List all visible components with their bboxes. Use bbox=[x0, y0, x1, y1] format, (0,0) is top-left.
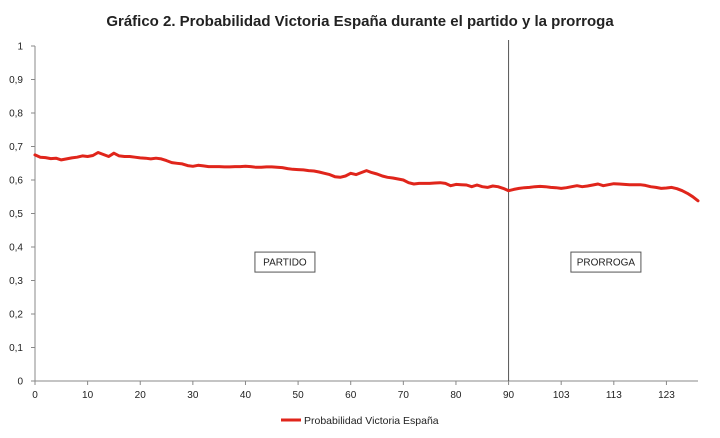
series-group bbox=[33, 151, 700, 203]
x-tick-label: 80 bbox=[450, 390, 462, 401]
x-tick-label: 123 bbox=[658, 390, 675, 401]
y-tick-label: 0,4 bbox=[9, 243, 23, 254]
x-tick-label: 103 bbox=[553, 390, 570, 401]
x-tick-label: 30 bbox=[187, 390, 199, 401]
x-tick-label: 60 bbox=[345, 390, 357, 401]
chart-title: Gráfico 2. Probabilidad Victoria España … bbox=[106, 13, 614, 30]
annotations: PARTIDO PRORROGA bbox=[254, 251, 642, 273]
x-tick-label: 40 bbox=[240, 390, 252, 401]
y-tick-label: 0 bbox=[17, 377, 23, 388]
y-axis: 0 0,1 0,2 0,3 0,4 0,5 0,6 0,7 0,8 0,9 1 bbox=[9, 42, 36, 388]
y-tick-label: 0,5 bbox=[9, 209, 23, 220]
series-line-0 bbox=[33, 151, 700, 203]
x-tick-label: 113 bbox=[606, 390, 622, 401]
annotation-partido-box bbox=[254, 251, 316, 273]
x-tick-label: 70 bbox=[398, 390, 410, 401]
y-tick-label: 0,3 bbox=[9, 276, 23, 287]
y-tick-label: 0,6 bbox=[9, 176, 23, 187]
legend: Probabilidad Victoria España bbox=[281, 415, 439, 427]
x-axis: 0 10 20 30 40 50 60 70 80 90 103 113 123 bbox=[32, 380, 698, 401]
y-tick-label: 0,2 bbox=[9, 310, 23, 321]
y-tick-label: 0,8 bbox=[9, 109, 23, 120]
annotation-partido: PARTIDO bbox=[254, 251, 316, 273]
y-tick-label: 0,1 bbox=[9, 343, 23, 354]
y-tick-label: 0,7 bbox=[9, 142, 23, 153]
legend-label: Probabilidad Victoria España bbox=[304, 415, 439, 427]
annotation-partido-label: PARTIDO bbox=[263, 258, 307, 269]
annotation-prorroga-box bbox=[570, 251, 642, 273]
y-tick-label: 0,9 bbox=[9, 75, 23, 86]
x-tick-label: 20 bbox=[135, 390, 147, 401]
x-tick-label: 50 bbox=[293, 390, 305, 401]
x-tick-label: 0 bbox=[32, 390, 38, 401]
annotation-prorroga-label: PRORROGA bbox=[577, 258, 636, 269]
x-tick-label: 90 bbox=[503, 390, 515, 401]
x-tick-label: 10 bbox=[82, 390, 94, 401]
annotation-prorroga: PRORROGA bbox=[570, 251, 642, 273]
y-tick-label: 1 bbox=[17, 42, 23, 53]
